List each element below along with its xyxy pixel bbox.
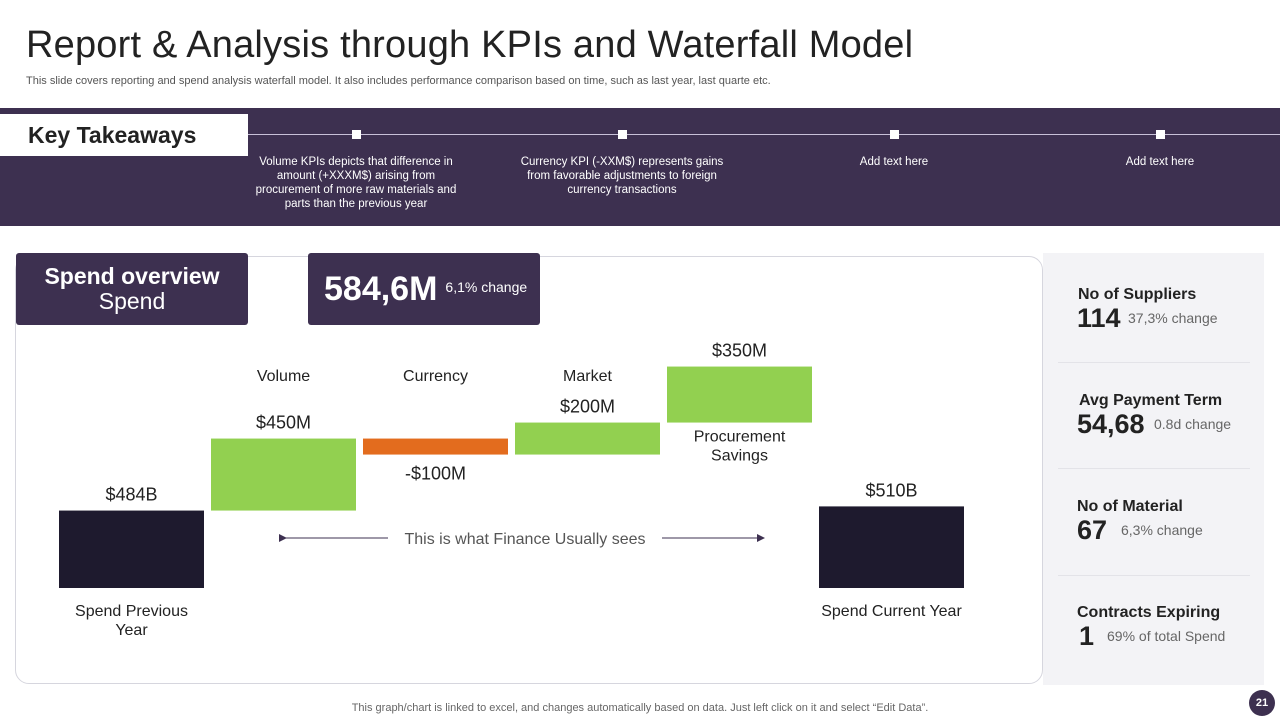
key-takeaways-box: Key Takeaways	[0, 114, 248, 156]
timeline-dot	[352, 130, 361, 139]
timeline-dot	[1156, 130, 1165, 139]
category-label: Market	[563, 368, 612, 385]
category-label: Volume	[257, 368, 310, 385]
timeline-dot	[618, 130, 627, 139]
kpi-contracts-title: Contracts Expiring	[1077, 604, 1221, 621]
kpi-divider	[1058, 362, 1250, 363]
bar-value-label: $350M	[712, 341, 767, 361]
kpi-sidebar	[1043, 253, 1264, 685]
kpi-suppliers-title: No of Suppliers	[1078, 286, 1197, 303]
kpi-material-title: No of Material	[1077, 498, 1183, 515]
waterfall-bar[interactable]	[667, 366, 812, 423]
total-spend-box: 584,6M 6,1% change	[308, 253, 540, 325]
waterfall-bar[interactable]	[211, 438, 356, 511]
takeaway-text-2: Currency KPI (-XXM$) represents gains fr…	[520, 156, 724, 196]
page-title: Report & Analysis through KPIs and Water…	[26, 24, 914, 66]
page-number: 21	[1249, 690, 1275, 716]
spend-overview-subtitle: Spend	[98, 288, 166, 314]
kpi-payment-title: Avg Payment Term	[1079, 392, 1223, 409]
kpi-divider	[1058, 575, 1250, 576]
page-subtitle: This slide covers reporting and spend an…	[26, 75, 771, 87]
waterfall-bar[interactable]	[819, 506, 964, 588]
category-label: Spend Previous Year	[75, 603, 188, 639]
takeaway-text-3: Add text here	[859, 156, 929, 168]
kpi-payment-change: 0.8d change	[1154, 416, 1232, 432]
category-label: Procurement Savings	[694, 429, 786, 465]
takeaway-text-4: Add text here	[1125, 156, 1195, 168]
chart-card	[15, 256, 1043, 684]
bar-value-label: $484B	[105, 485, 157, 505]
bar-value-label: $510B	[865, 480, 917, 500]
kpi-material-change: 6,3% change	[1121, 522, 1203, 538]
chart-annotation: This is what Finance Usually sees	[405, 531, 646, 548]
category-label: Currency	[403, 368, 468, 385]
spend-overview-box: Spend overview Spend	[16, 253, 248, 325]
total-spend-change: 6,1% change	[445, 279, 528, 295]
timeline-line	[248, 134, 1280, 135]
bar-value-label: -$100M	[405, 464, 466, 484]
total-spend-value: 584,6M	[324, 270, 438, 308]
waterfall-bar[interactable]	[59, 510, 204, 588]
bar-value-label: $200M	[560, 397, 615, 417]
kpi-divider	[1058, 468, 1250, 469]
kpi-contracts-value: 1	[1079, 621, 1095, 651]
key-takeaways-heading: Key Takeaways	[28, 121, 197, 148]
kpi-payment-value: 54,68	[1077, 409, 1145, 439]
category-label: Spend Current Year	[821, 603, 962, 620]
kpi-contracts-change: 69% of total Spend	[1107, 628, 1226, 644]
timeline-dot	[890, 130, 899, 139]
takeaway-text-1: Volume KPIs depicts that difference in a…	[255, 156, 457, 210]
kpi-suppliers-change: 37,3% change	[1128, 310, 1218, 326]
footer-note: This graph/chart is linked to excel, and…	[351, 702, 929, 714]
waterfall-bar[interactable]	[363, 438, 508, 455]
kpi-material-value: 67	[1077, 515, 1108, 545]
bar-value-label: $450M	[256, 413, 311, 433]
spend-overview-title: Spend overview	[44, 263, 220, 289]
kpi-suppliers-value: 114	[1077, 303, 1121, 333]
waterfall-bar[interactable]	[515, 422, 660, 455]
